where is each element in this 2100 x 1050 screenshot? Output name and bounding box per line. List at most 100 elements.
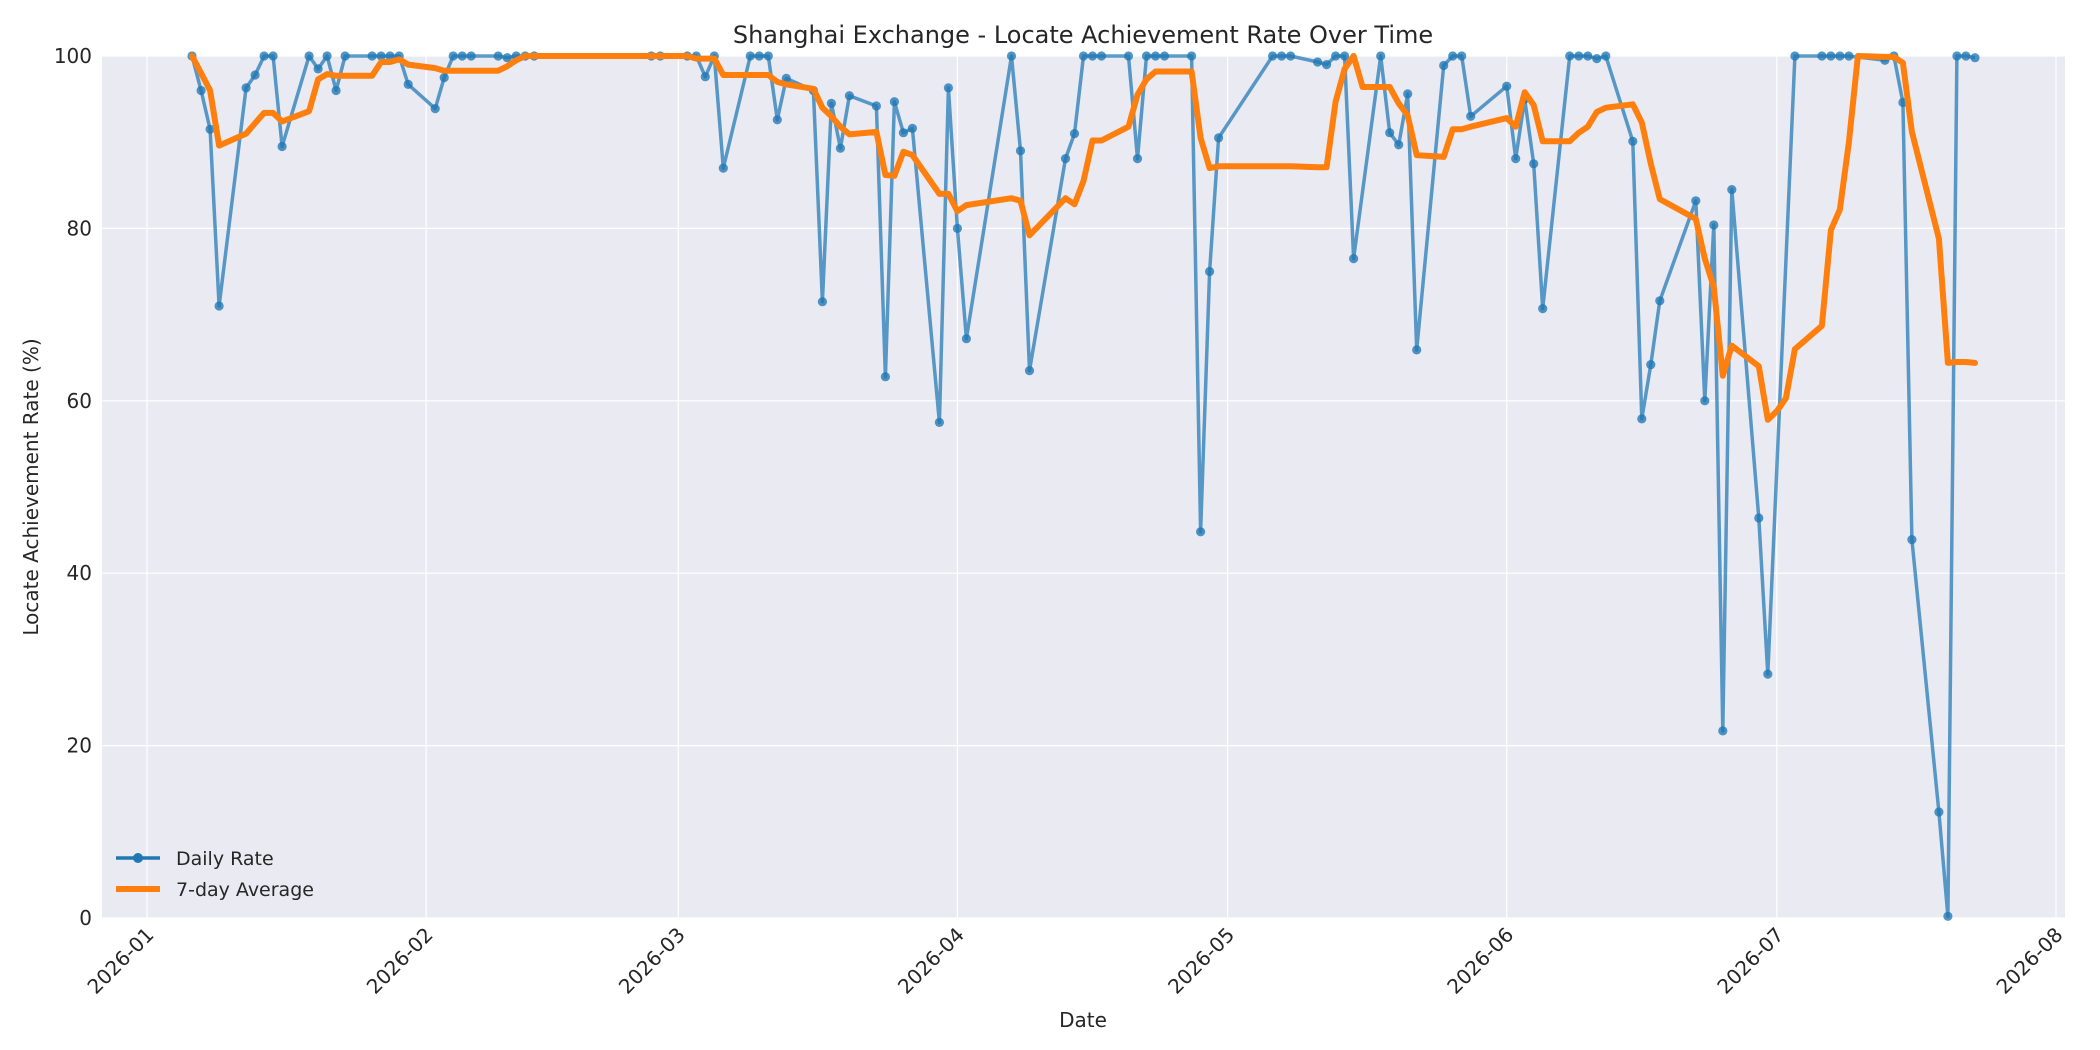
daily-rate-point [277,141,287,152]
daily-rate-point [844,91,855,101]
daily-rate-point [439,73,449,83]
daily-rate-point [1754,513,1764,523]
y-tick-label: 60 [67,389,92,413]
daily-rate-point [1385,128,1395,138]
daily-rate-point [268,51,278,61]
daily-rate-point [1934,807,1944,817]
daily-rate-point [1763,669,1773,679]
series-7-day-average [189,53,1978,423]
daily-rate-point [205,124,215,134]
daily-rate-point [1574,51,1584,61]
daily-rate-point [889,97,900,107]
daily-rate-point [1394,140,1404,150]
daily-rate-point [1637,414,1647,424]
daily-rate-point [1141,51,1152,61]
daily-rate-point [304,51,314,61]
daily-rate-point [1060,154,1071,164]
daily-rate-point [1268,51,1278,61]
legend: Daily Rate 7-day Average [116,848,314,901]
daily-rate-point [1628,136,1638,146]
daily-rate-point [1961,51,1971,61]
daily-rate-point [331,85,341,96]
x-tick-label: 2026-08 [1991,923,2067,999]
daily-rate-point [1214,133,1224,143]
daily-rate-point [1349,254,1359,264]
daily-rate-point [898,128,909,138]
daily-rate-point [1727,185,1737,195]
daily-rate-point [403,79,413,89]
daily-rate-point [1691,196,1701,206]
y-tick-label: 0 [79,906,92,930]
daily-rate-point [907,123,918,133]
x-tick-label: 2026-06 [1442,923,1518,999]
daily-rate-point [1150,51,1161,61]
daily-rate-point [1952,51,1962,61]
daily-rate-point [772,115,782,125]
daily-rate-point [1187,51,1197,61]
daily-rate-point [1403,89,1413,99]
daily-rate-point [1078,51,1089,61]
series-daily-rate [187,51,1980,921]
daily-rate-point [700,72,710,82]
daily-rate-point [871,101,882,111]
daily-rate-point [1313,57,1323,67]
daily-rate-point [466,51,476,61]
daily-rate-point [457,51,467,61]
daily-rate-point [1700,396,1710,406]
daily-rate-point [880,372,891,382]
daily-rate-point [745,51,755,61]
daily-rate-point [1943,911,1953,921]
daily-rate-point [1907,535,1917,545]
daily-rate-point [1655,296,1665,306]
daily-rate-point [718,163,728,173]
daily-rate-point [1844,51,1854,61]
y-tick-label: 100 [54,44,92,68]
daily-rate-point [1502,81,1512,91]
x-tick-label: 2026-03 [614,923,690,999]
daily-rate-point [1529,159,1539,169]
daily-rate-point [943,83,954,93]
daily-rate-point [214,301,224,311]
daily-rate-point [1024,366,1035,376]
y-tick-label: 40 [67,561,92,585]
y-axis-ticks: 0 20 40 60 80 100 [54,44,92,930]
daily-rate-point [1970,53,1980,63]
daily-rate-point [754,51,764,61]
daily-rate-point [1412,345,1422,355]
daily-rate-point [1565,51,1575,61]
daily-rate-point [1538,304,1548,314]
daily-rate-point [340,51,350,61]
daily-rate-point [1817,51,1827,61]
daily-rate-point [817,297,828,307]
daily-rate-point [1466,111,1476,121]
daily-rate-point [961,334,972,344]
daily-rate-point [1087,51,1098,61]
daily-rate-point [430,104,440,114]
daily-rate-point [1006,51,1017,61]
daily-rate-point [1709,220,1719,230]
daily-rate-point [1069,129,1080,139]
daily-rate-point [367,51,377,61]
daily-rate-point [502,53,512,63]
daily-rate-point [1583,51,1593,61]
legend-daily-rate-marker [133,853,143,863]
daily-rate-point [1096,51,1107,61]
legend-daily-rate-label: Daily Rate [176,848,274,870]
x-axis-ticks: 2026-01 2026-02 2026-03 2026-04 2026-05 2026-… [82,923,2067,999]
daily-rate-point [1123,51,1134,61]
daily-rate-point [1376,51,1386,61]
x-tick-label: 2026-02 [362,923,438,999]
daily-rate-point [1511,154,1521,164]
daily-rate-point [250,70,260,80]
chart-title: Shanghai Exchange - Locate Achievement R… [733,21,1433,49]
daily-rate-point [934,417,945,427]
daily-rate-point [763,51,773,61]
daily-rate-point [952,223,963,233]
daily-rate-point [835,143,846,153]
daily-rate-point [1331,51,1341,61]
daily-rate-point [1159,51,1170,61]
x-tick-label: 2026-01 [82,923,158,999]
daily-rate-point [196,85,206,96]
average-line [189,53,1978,423]
